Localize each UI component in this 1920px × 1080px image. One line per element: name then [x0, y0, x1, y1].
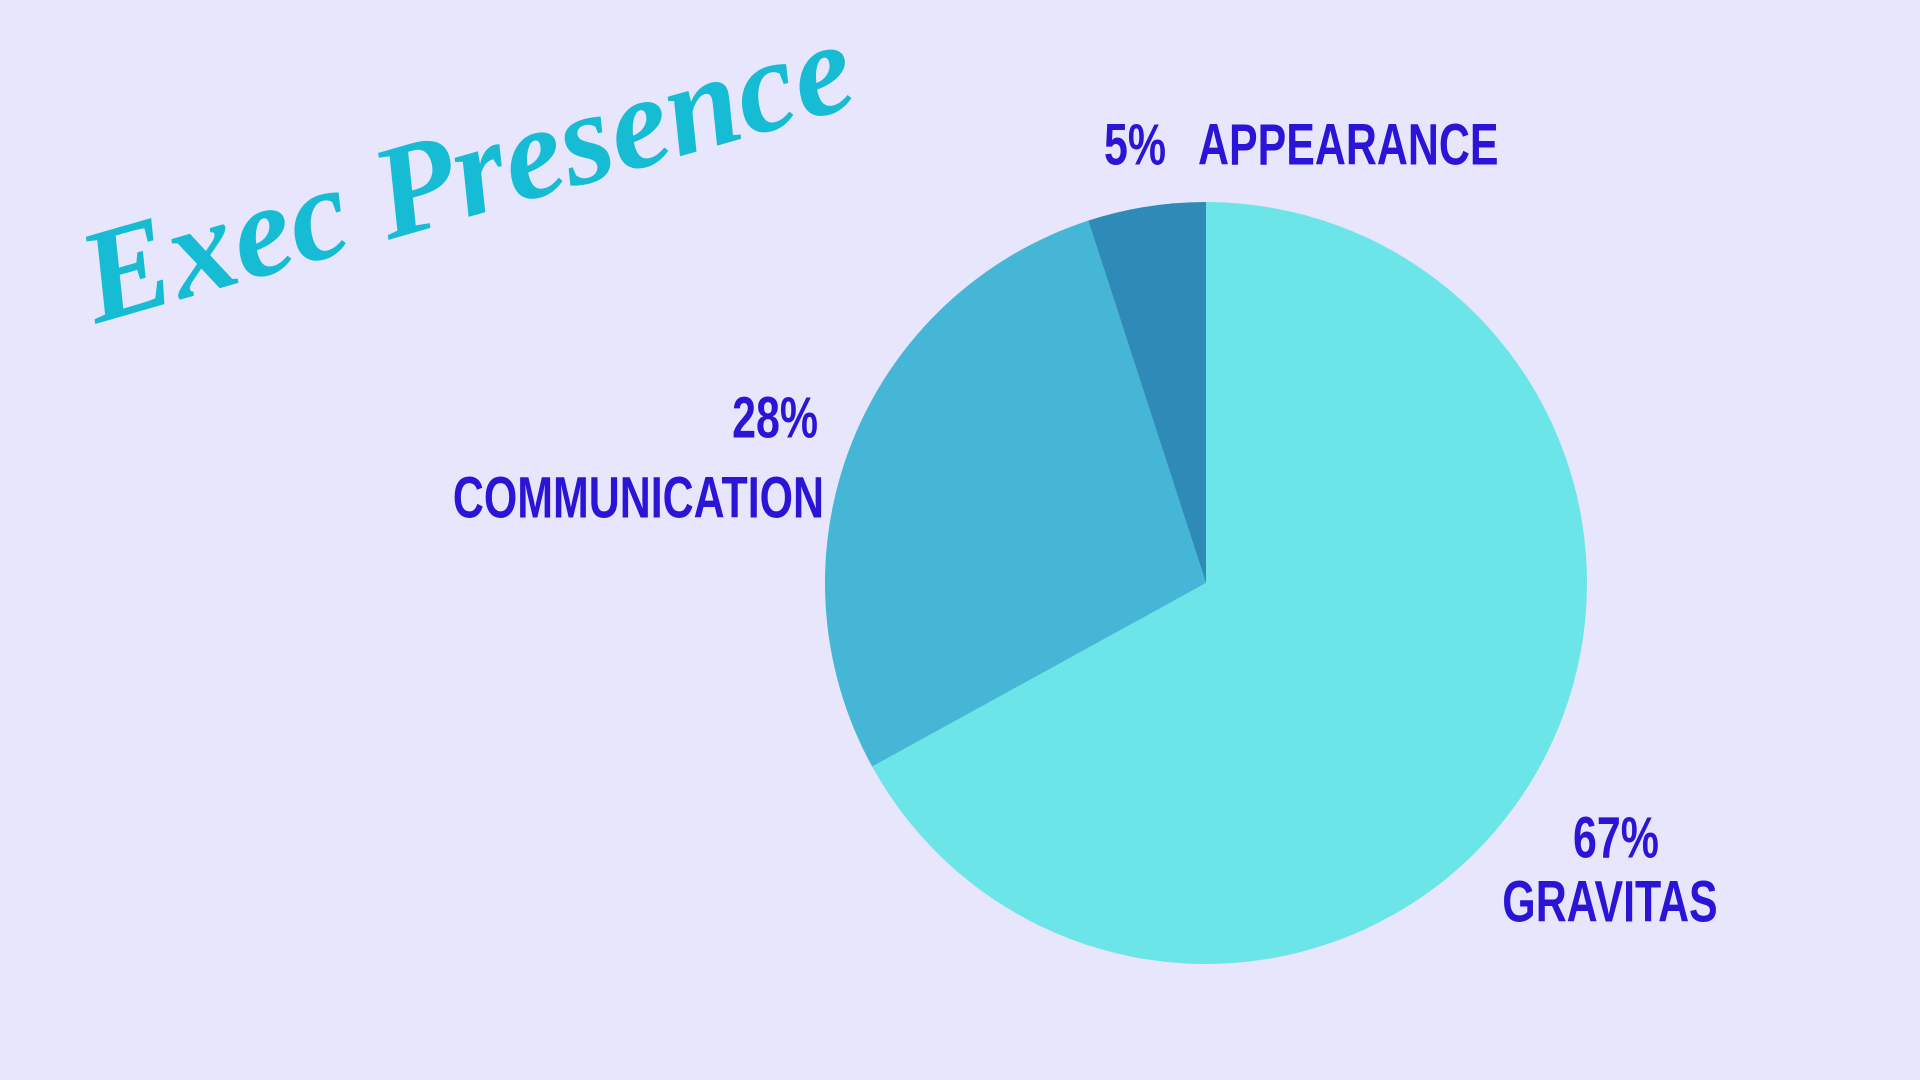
slice-label: GRAVITAS — [1502, 869, 1717, 934]
pie-slice — [824, 220, 1206, 767]
slice-label: COMMUNICATION — [453, 465, 824, 530]
pie-slice — [872, 202, 1587, 964]
data-label: 28% — [732, 385, 818, 450]
pie-slice — [1088, 202, 1206, 583]
data-label: 67% — [1573, 805, 1659, 870]
slice-label: APPEARANCE — [1198, 112, 1498, 177]
data-label: 5% — [1104, 112, 1166, 177]
